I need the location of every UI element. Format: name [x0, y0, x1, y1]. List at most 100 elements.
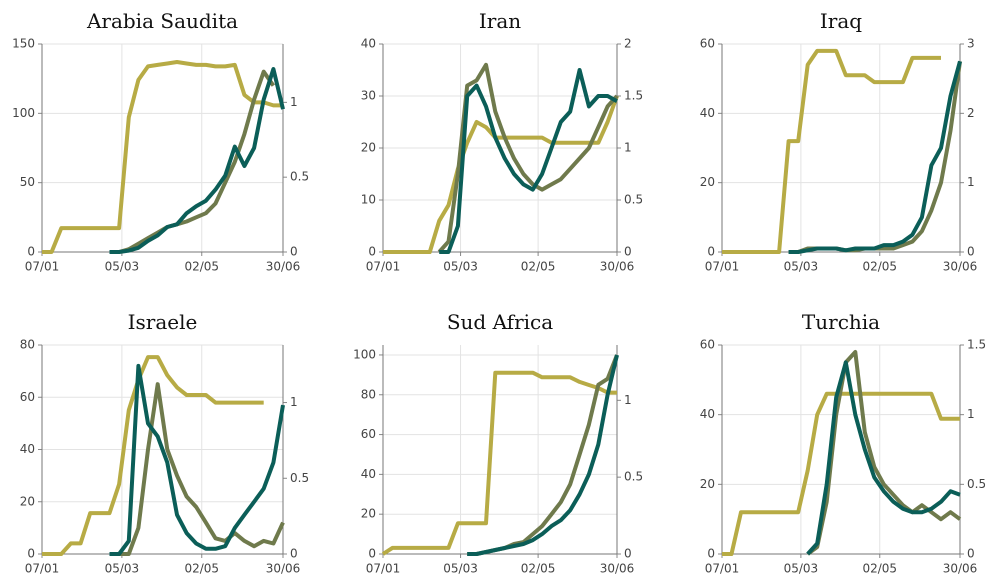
y2-tick-label: 0	[624, 547, 632, 561]
y2-tick-label: 1	[967, 175, 975, 189]
y-tick-label: 20	[700, 477, 715, 491]
y-tick-label: 60	[20, 390, 35, 404]
y2-tick-label: 3	[967, 37, 975, 51]
y2-tick-label: 2	[624, 37, 632, 51]
panel-title: Sud Africa	[447, 310, 553, 334]
series-line	[788, 60, 962, 254]
series-line	[439, 68, 618, 254]
series-line	[381, 370, 617, 556]
x-tick-label: 02/05	[862, 260, 897, 274]
x-tick-label: 05/03	[784, 562, 819, 576]
y-tick-label: 20	[361, 507, 376, 521]
y2-tick-label: 1.5	[967, 338, 986, 352]
x-tick-label: 02/05	[862, 562, 897, 576]
y-tick-label: 80	[361, 387, 376, 401]
series-line	[722, 391, 960, 556]
x-tick-label: 02/05	[184, 562, 219, 576]
series-line	[467, 354, 619, 556]
x-tick-label: 02/05	[521, 562, 556, 576]
y2-tick-label: 1.5	[624, 89, 643, 103]
y-tick-label: 20	[361, 141, 376, 155]
x-tick-label: 05/03	[105, 260, 140, 274]
x-tick-label: 07/01	[25, 260, 60, 274]
panel-title: Arabia Saudita	[86, 9, 238, 33]
series-line	[722, 48, 941, 254]
y-tick-label: 60	[361, 427, 376, 441]
x-tick-label: 30/06	[600, 562, 635, 576]
series-line	[42, 60, 283, 254]
panel-title: Israele	[128, 310, 198, 334]
y2-tick-label: 0	[290, 245, 298, 259]
series-line	[109, 363, 285, 556]
y2-tick-label: 0	[624, 245, 632, 259]
series-line	[109, 67, 285, 254]
y-tick-label: 80	[20, 338, 35, 352]
series-line	[109, 69, 276, 254]
x-tick-label: 30/06	[943, 562, 978, 576]
y-tick-label: 30	[361, 89, 376, 103]
y-tick-label: 20	[20, 494, 35, 508]
y2-tick-label: 2	[967, 106, 975, 120]
y-tick-label: 0	[707, 547, 715, 561]
y-tick-label: 50	[20, 175, 35, 189]
x-tick-label: 30/06	[266, 562, 301, 576]
y-tick-label: 40	[20, 442, 35, 456]
panel-title: Iraq	[820, 9, 862, 33]
y-tick-label: 0	[27, 245, 35, 259]
x-tick-label: 02/05	[521, 260, 556, 274]
x-tick-label: 07/01	[705, 260, 740, 274]
series-line	[437, 62, 619, 254]
y-tick-label: 0	[707, 245, 715, 259]
series-line	[42, 355, 264, 556]
y2-tick-label: 0.5	[290, 471, 309, 485]
panel-title: Iran	[479, 9, 521, 33]
x-tick-label: 07/01	[366, 260, 401, 274]
y2-tick-label: 0	[290, 547, 298, 561]
x-tick-label: 30/06	[600, 260, 635, 274]
y-tick-label: 0	[27, 547, 35, 561]
x-tick-label: 02/05	[184, 260, 219, 274]
y-tick-label: 60	[700, 37, 715, 51]
series-line	[109, 382, 285, 556]
panel-title: Turchia	[802, 310, 880, 334]
series-line	[806, 360, 961, 556]
y2-tick-label: 0.5	[624, 470, 643, 484]
y2-tick-label: 1	[624, 393, 632, 407]
y-tick-label: 100	[12, 106, 35, 120]
y-tick-label: 150	[12, 37, 35, 51]
y-tick-label: 10	[361, 193, 376, 207]
y2-tick-label: 0	[967, 547, 975, 561]
y2-tick-label: 1	[290, 95, 298, 109]
x-tick-label: 07/01	[366, 562, 401, 576]
y-tick-label: 100	[353, 347, 376, 361]
x-tick-label: 05/03	[784, 260, 819, 274]
y2-tick-label: 1	[624, 141, 632, 155]
y-tick-label: 40	[361, 37, 376, 51]
y-tick-label: 40	[700, 106, 715, 120]
y2-tick-label: 1	[290, 395, 298, 409]
x-tick-label: 07/01	[25, 562, 60, 576]
y-tick-label: 0	[368, 547, 376, 561]
y-tick-label: 60	[700, 338, 715, 352]
y-tick-label: 20	[700, 175, 715, 189]
y-tick-label: 0	[368, 245, 376, 259]
y2-tick-label: 1	[967, 407, 975, 421]
y2-tick-label: 0.5	[967, 477, 986, 491]
x-tick-label: 05/03	[443, 562, 478, 576]
y-tick-label: 40	[700, 407, 715, 421]
x-tick-label: 05/03	[443, 260, 478, 274]
x-tick-label: 05/03	[105, 562, 140, 576]
x-tick-label: 30/06	[266, 260, 301, 274]
x-tick-label: 30/06	[943, 260, 978, 274]
y2-tick-label: 0.5	[624, 193, 643, 207]
y2-tick-label: 0	[967, 245, 975, 259]
x-tick-label: 07/01	[705, 562, 740, 576]
y-tick-label: 40	[361, 467, 376, 481]
